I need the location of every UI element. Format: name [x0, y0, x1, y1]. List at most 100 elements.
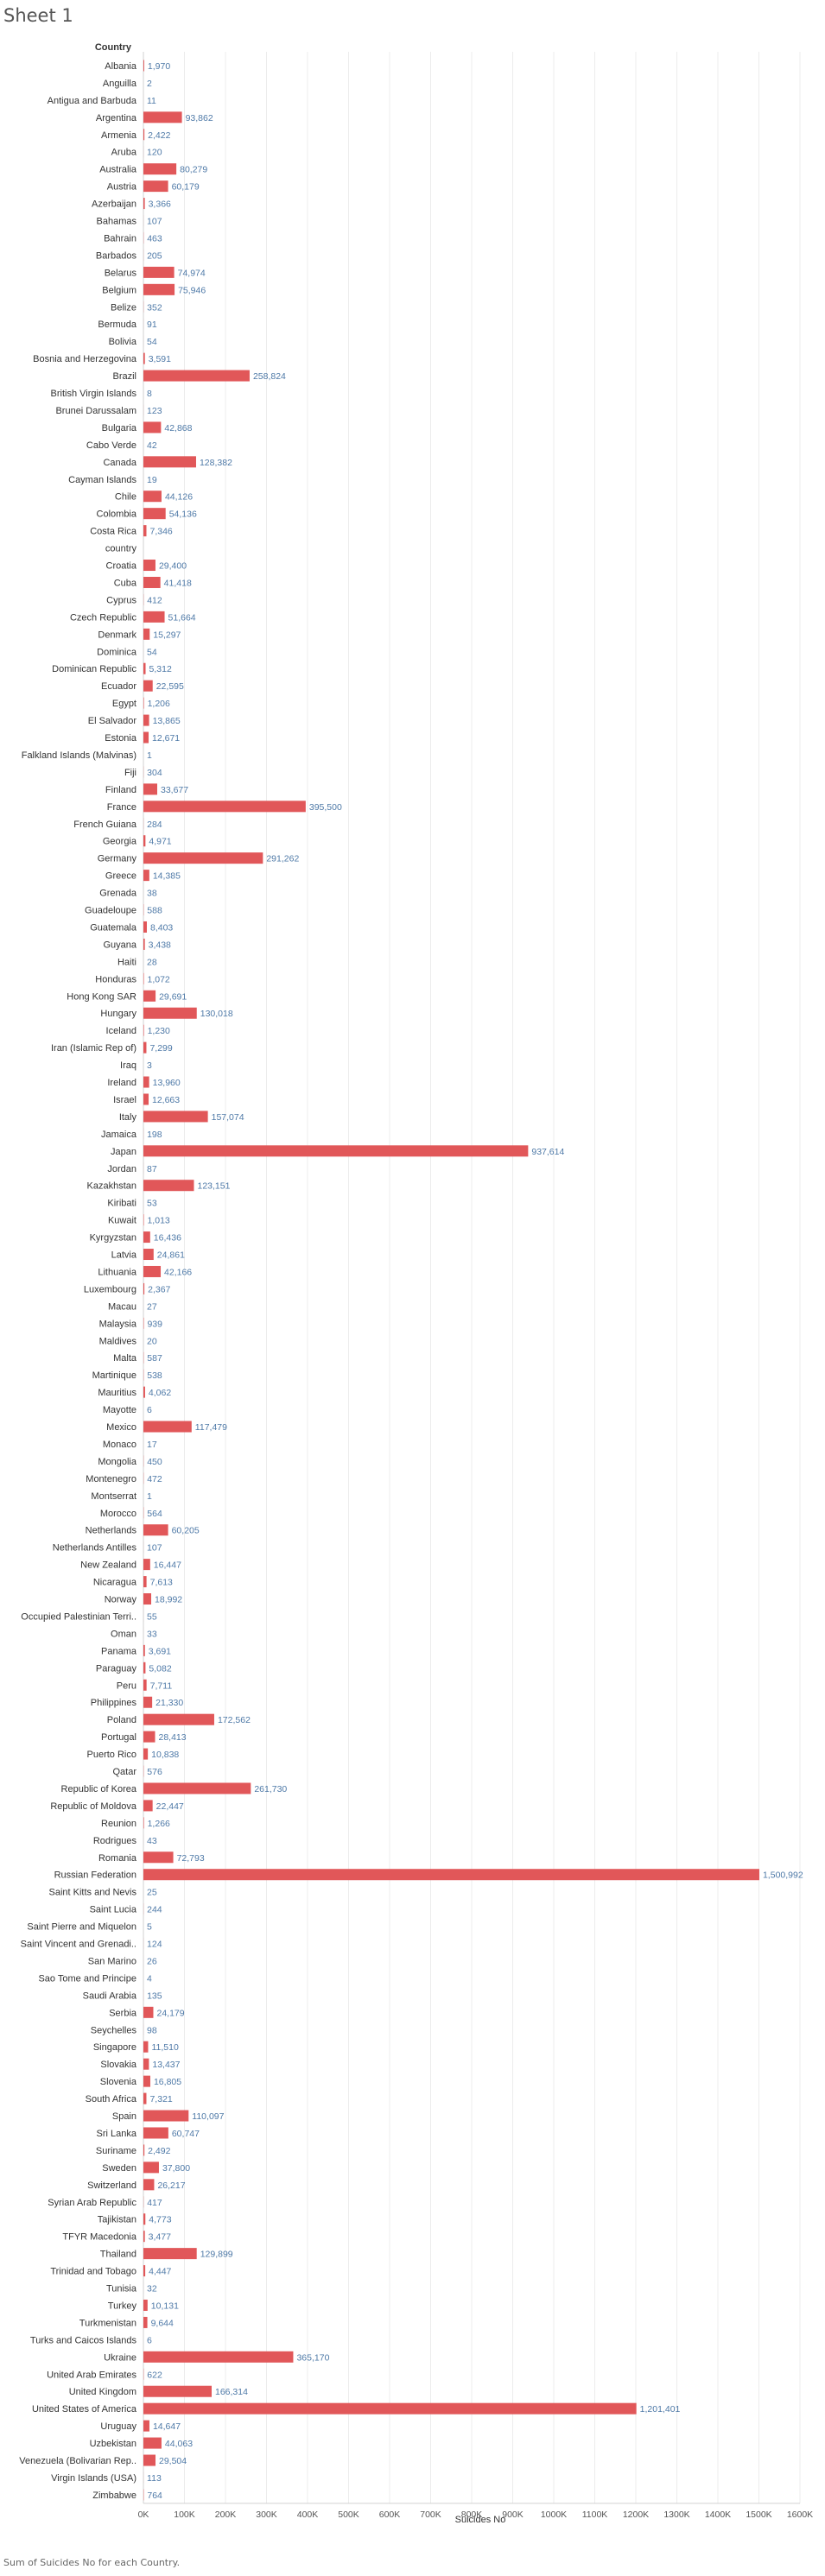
category-label: South Africa [86, 2094, 137, 2104]
category-label: Paraguay [96, 1663, 137, 1674]
data-label: 5,312 [149, 664, 172, 674]
category-label: Syrian Arab Republic [48, 2198, 136, 2208]
data-label: 412 [147, 595, 162, 605]
category-label: Trinidad and Tobago [50, 2267, 136, 2277]
category-label: Oman [111, 1629, 136, 1639]
data-label: 123,151 [197, 1181, 230, 1192]
category-label: New Zealand [80, 1560, 136, 1571]
category-label: Bermuda [98, 320, 137, 330]
category-label: Antigua and Barbuda [48, 96, 137, 106]
row-header: Country [95, 42, 132, 53]
category-label: Mauritius [98, 1388, 136, 1398]
data-label: 91 [147, 320, 157, 330]
category-label: Poland [107, 1715, 136, 1725]
x-tick-label: 1100K [582, 2510, 608, 2520]
category-label: Latvia [111, 1250, 137, 1261]
data-label: 38 [147, 889, 157, 899]
x-tick-label: 400K [297, 2510, 319, 2520]
bar [143, 662, 146, 674]
data-label: 4,062 [149, 1388, 171, 1398]
data-label: 87 [147, 1164, 157, 1174]
bar [143, 972, 144, 984]
data-label: 198 [147, 1130, 162, 1140]
data-label: 7,346 [149, 527, 172, 537]
data-label: 54,136 [169, 510, 197, 520]
bar [143, 1696, 153, 1708]
category-label: Estonia [105, 733, 137, 744]
category-label: Thailand [100, 2250, 136, 2260]
category-label: Venezuela (Bolivarian Rep.. [19, 2456, 136, 2466]
data-label: 13,865 [153, 716, 181, 726]
category-label: Singapore [93, 2042, 136, 2053]
bar [143, 2248, 197, 2260]
data-label: 17 [147, 1440, 157, 1450]
category-label: Peru [117, 1680, 136, 1691]
bar [143, 2351, 294, 2363]
data-label: 54 [147, 647, 157, 657]
bar [143, 2144, 145, 2156]
category-label: El Salvador [88, 716, 137, 726]
data-label: 128,382 [200, 458, 232, 468]
bar [143, 2299, 148, 2311]
data-label: 29,504 [159, 2456, 187, 2466]
x-tick-label: 1000K [541, 2510, 567, 2520]
category-label: Croatia [106, 561, 137, 572]
category-label: Martinique [92, 1370, 136, 1381]
category-label: country [105, 544, 137, 554]
bar [143, 1386, 145, 1398]
data-label: 244 [147, 1905, 162, 1915]
data-label: 33,677 [161, 785, 188, 795]
category-label: Bolivia [109, 337, 137, 347]
bar [143, 1180, 194, 1192]
data-label: 3,691 [149, 1646, 171, 1656]
category-label: Montenegro [86, 1474, 136, 1484]
bar [143, 129, 145, 141]
category-label: Virgin Islands (USA) [51, 2473, 136, 2484]
data-label: 6 [147, 2335, 152, 2345]
category-label: Czech Republic [70, 612, 137, 623]
bar [143, 2316, 148, 2328]
data-label: 124 [147, 1940, 162, 1950]
bar-rows: Albania 1,970 Anguilla 2 Antigua and Barbuda… [19, 60, 803, 2501]
data-label: 29,691 [159, 991, 187, 1002]
category-label: Albania [105, 61, 137, 72]
x-tick-label: 700K [420, 2510, 441, 2520]
data-label: 16,805 [154, 2077, 181, 2087]
category-label: Montserrat [91, 1491, 136, 1502]
category-label: Saint Lucia [90, 1905, 137, 1915]
category-label: Armenia [101, 130, 137, 141]
category-label: Guadeloupe [85, 906, 136, 916]
bar [143, 163, 177, 175]
bar [143, 283, 175, 295]
data-label: 7,613 [150, 1578, 173, 1588]
data-label: 44,126 [165, 492, 193, 503]
data-label: 12,671 [152, 733, 180, 744]
category-label: Kazakhstan [87, 1181, 136, 1192]
category-label: Georgia [103, 837, 137, 847]
category-label: Falkland Islands (Malvinas) [22, 750, 136, 761]
bar [143, 2437, 162, 2449]
bar [143, 1007, 197, 1019]
sheet-title: Sheet 1 [3, 5, 73, 26]
data-label: 18,992 [155, 1595, 182, 1605]
category-label: United Kingdom [69, 2387, 136, 2397]
bar [143, 266, 175, 278]
data-label: 1,201,401 [640, 2404, 681, 2415]
data-label: 33 [147, 1629, 157, 1639]
category-label: Puerto Rico [87, 1750, 136, 1760]
category-label: Finland [105, 785, 136, 795]
category-label: Saint Kitts and Nevis [49, 1888, 137, 1898]
category-label: Italy [119, 1112, 137, 1123]
category-label: Saint Pierre and Miquelon [27, 1922, 136, 1933]
bar [143, 508, 166, 520]
category-label: Rodrigues [93, 1836, 137, 1846]
category-label: Anguilla [103, 79, 137, 89]
category-label: Bosnia and Herzegovina [33, 354, 137, 364]
x-tick-label: 0K [138, 2510, 149, 2520]
category-label: Egypt [112, 699, 136, 709]
category-label: Maldives [99, 1336, 137, 1346]
bar [143, 1559, 150, 1571]
data-label: 6 [147, 1405, 152, 1415]
data-label: 291,262 [266, 854, 299, 864]
category-label: Kuwait [108, 1216, 136, 1226]
